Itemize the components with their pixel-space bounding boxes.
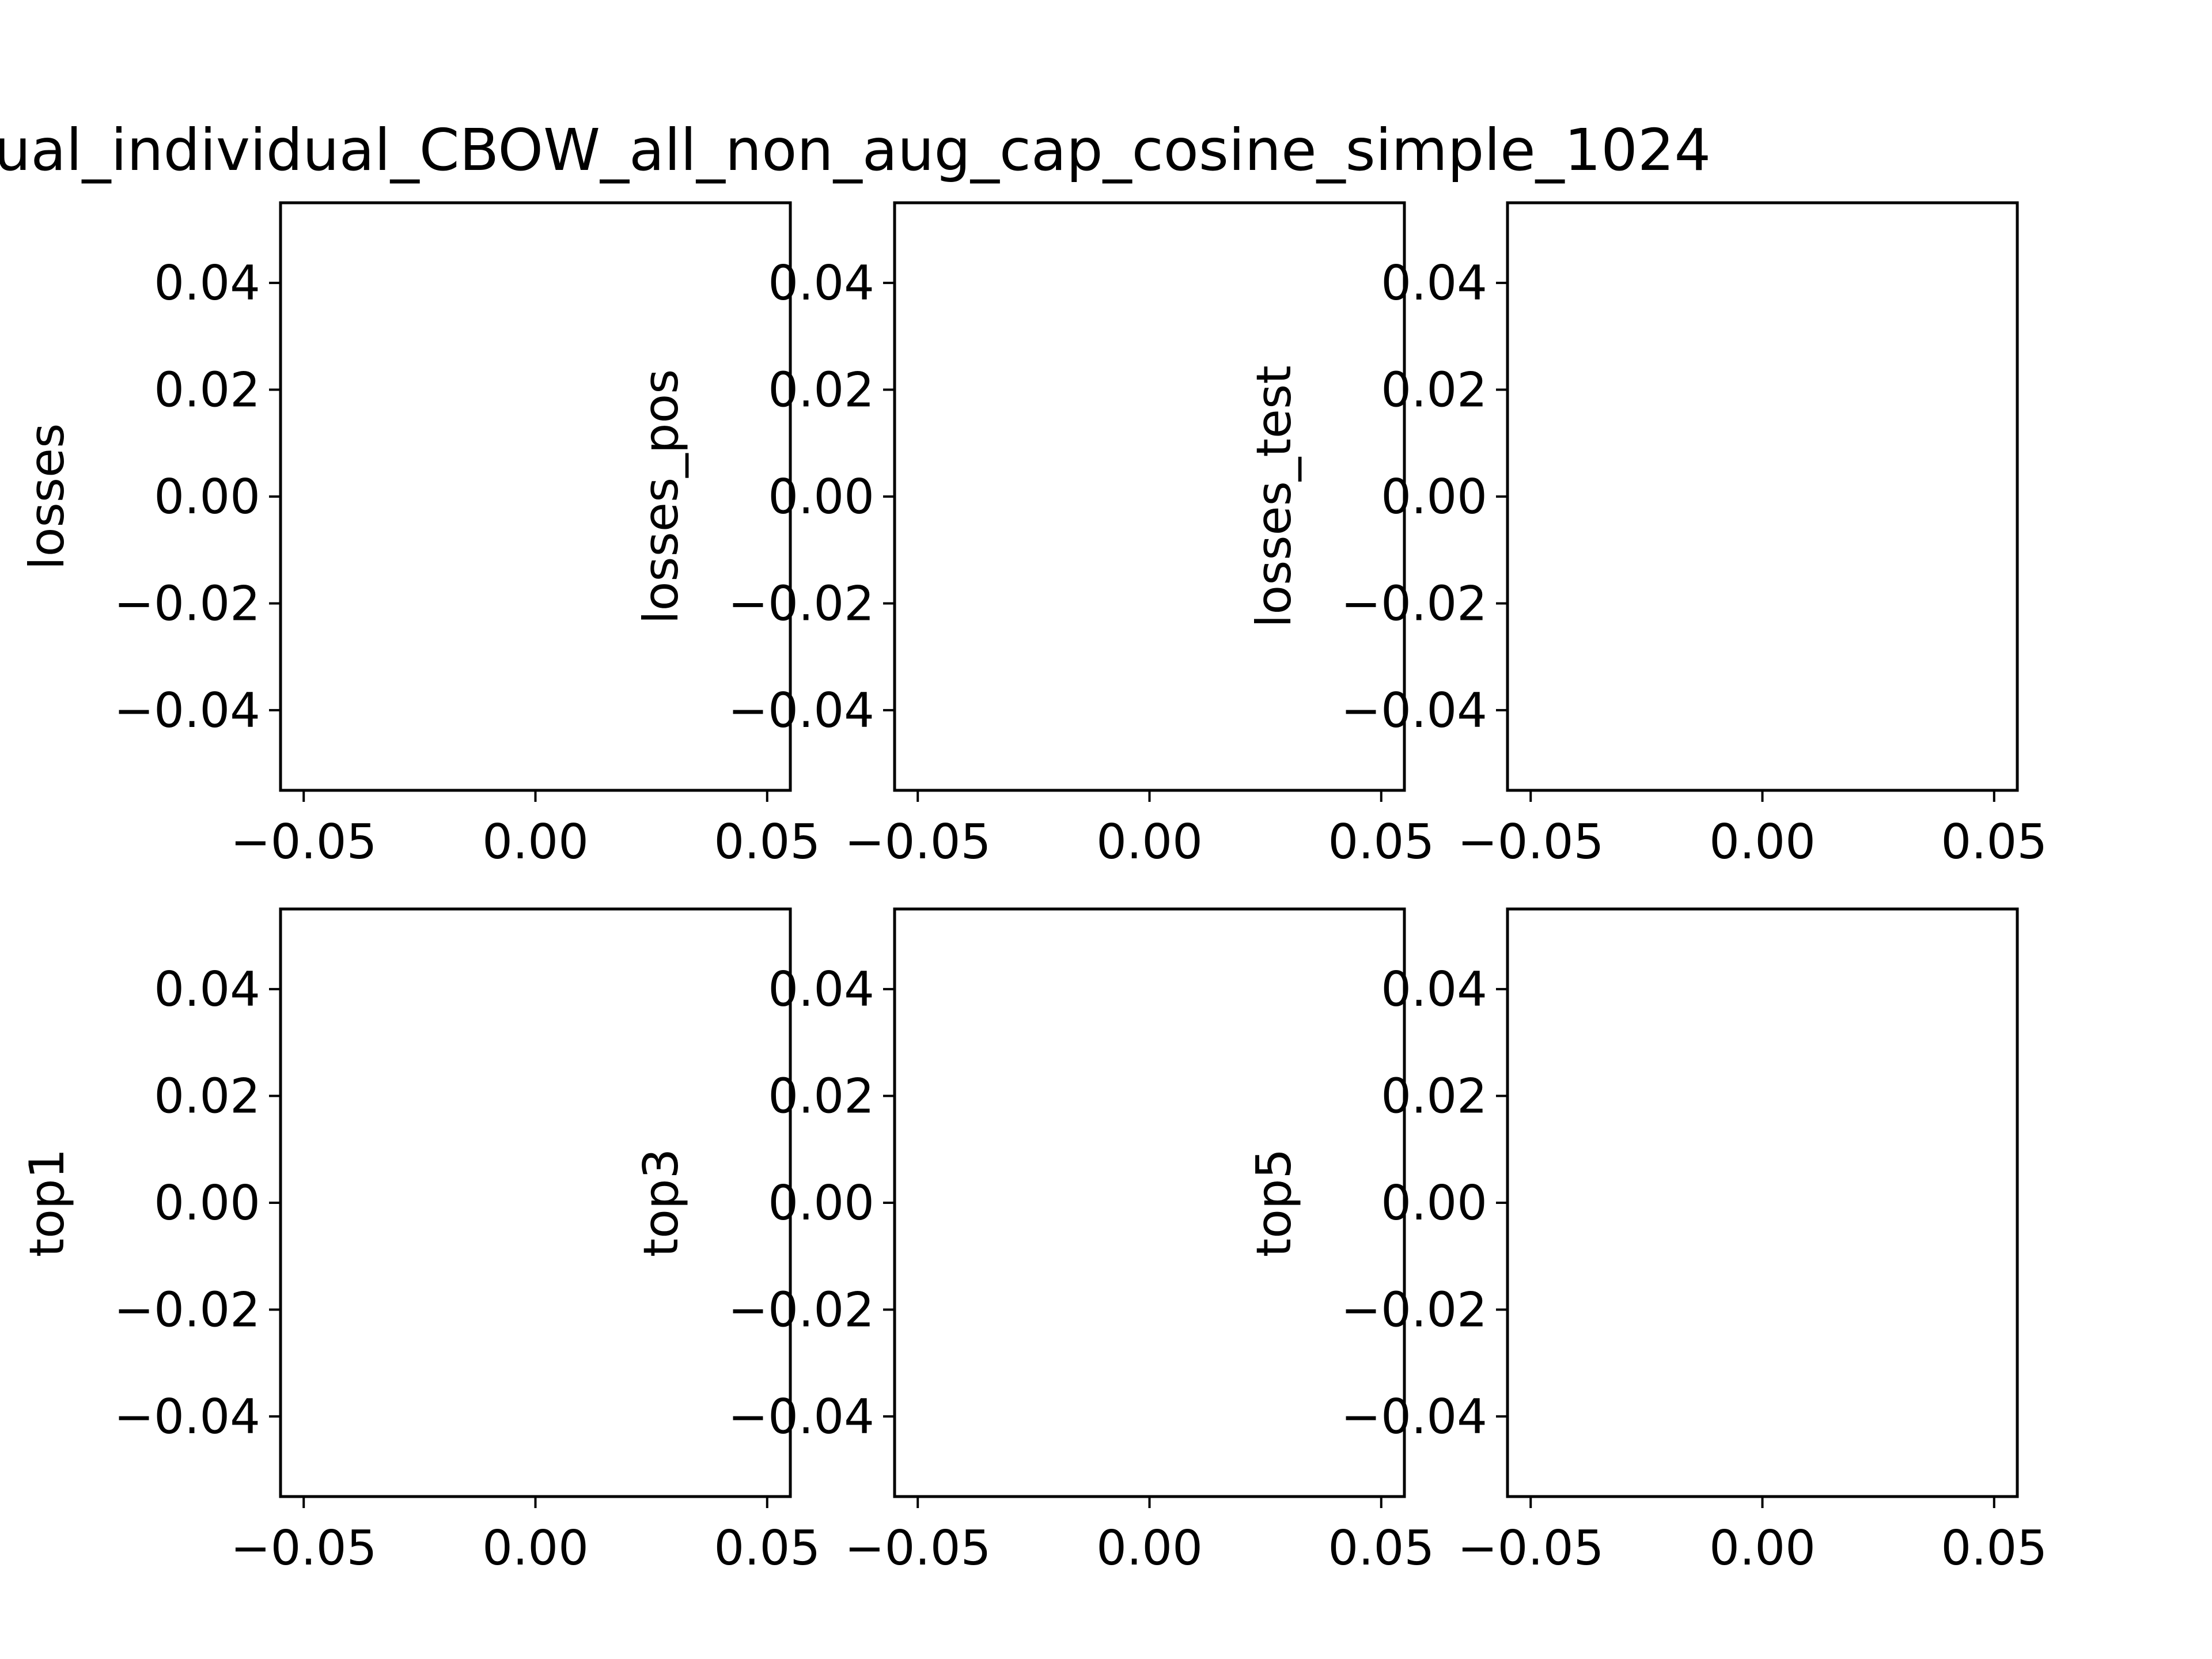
x-tick-label: 0.00 — [1709, 814, 1816, 870]
x-tick-label: 0.05 — [714, 1520, 820, 1576]
x-tick-label: 0.05 — [714, 814, 820, 870]
y-tick-label: 0.04 — [768, 961, 874, 1017]
y-tick-label: 0.02 — [154, 362, 260, 418]
x-tick-label: 0.05 — [1328, 1520, 1434, 1576]
y-tick-label: 0.02 — [154, 1069, 260, 1124]
y-tick-label: −0.02 — [728, 1282, 874, 1338]
y-tick-label: −0.04 — [114, 683, 260, 738]
axes-frame — [1506, 907, 2019, 1498]
y-tick-label: −0.02 — [114, 1282, 260, 1338]
subplots-group: 0.04 0.02 0.00 −0.02 −0.04 −0.05 0.00 0.05 losse… — [19, 201, 2047, 1576]
x-tick-label: −0.05 — [1457, 814, 1604, 870]
y-tick-label: 0.00 — [768, 1175, 874, 1231]
x-tick-label: 0.00 — [1096, 1520, 1203, 1576]
y-tick-label: 0.00 — [1381, 1175, 1487, 1231]
y-tick-label: −0.04 — [1341, 683, 1487, 738]
y-tick-label: 0.02 — [768, 362, 874, 418]
y-tick-label: −0.04 — [114, 1389, 260, 1445]
x-tick-label: −0.05 — [844, 814, 991, 870]
x-tick-label: −0.05 — [1457, 1520, 1604, 1576]
y-tick-label: 0.04 — [1381, 255, 1487, 311]
y-tick-label: −0.02 — [1341, 1282, 1487, 1338]
x-tick-label: 0.05 — [1941, 814, 2047, 870]
x-tick-label: 0.00 — [482, 814, 589, 870]
subplot-4: 0.04 0.02 0.00 −0.02 −0.04 −0.05 0.00 0.05 top1 — [19, 907, 820, 1576]
figure-title: ual_individual_CBOW_all_non_aug_cap_cosi… — [0, 116, 1711, 184]
y-tick-label: −0.04 — [728, 1389, 874, 1445]
axes-frame — [893, 201, 1406, 792]
x-tick-label: −0.05 — [844, 1520, 991, 1576]
x-tick-label: 0.00 — [1096, 814, 1203, 870]
y-tick-label: 0.02 — [1381, 362, 1487, 418]
y-tick-label: 0.02 — [1381, 1069, 1487, 1124]
subplot-3: 0.04 0.02 0.00 −0.02 −0.04 −0.05 0.00 0.05 losse… — [1246, 201, 2047, 870]
y-axis-label: losses — [19, 423, 75, 570]
y-tick-label: 0.00 — [154, 1175, 260, 1231]
x-tick-label: 0.00 — [482, 1520, 589, 1576]
y-tick-label: 0.00 — [1381, 469, 1487, 525]
subplot-2: 0.04 0.02 0.00 −0.02 −0.04 −0.05 0.00 0.05 losse… — [633, 201, 1434, 870]
y-axis-label: top3 — [633, 1149, 689, 1257]
y-tick-label: 0.04 — [154, 961, 260, 1017]
y-tick-label: −0.02 — [728, 575, 874, 631]
y-tick-label: −0.04 — [1341, 1389, 1487, 1445]
y-tick-label: 0.04 — [768, 255, 874, 311]
x-tick-label: 0.00 — [1709, 1520, 1816, 1576]
x-tick-label: −0.05 — [230, 814, 377, 870]
subplot-5: 0.04 0.02 0.00 −0.02 −0.04 −0.05 0.00 0.05 top3 — [633, 907, 1434, 1576]
y-axis-label: losses_test — [1246, 365, 1302, 628]
y-tick-label: 0.04 — [154, 255, 260, 311]
axes-frame — [279, 907, 792, 1498]
y-tick-label: 0.04 — [1381, 961, 1487, 1017]
y-axis-label: losses_pos — [633, 369, 689, 624]
x-tick-label: −0.05 — [230, 1520, 377, 1576]
y-tick-label: −0.02 — [114, 575, 260, 631]
axes-frame — [1506, 201, 2019, 792]
subplot-1: 0.04 0.02 0.00 −0.02 −0.04 −0.05 0.00 0.05 losse… — [19, 201, 820, 870]
y-axis-label: top1 — [19, 1149, 75, 1257]
axes-frame — [279, 201, 792, 792]
y-tick-label: 0.02 — [768, 1069, 874, 1124]
y-tick-label: 0.00 — [768, 469, 874, 525]
y-axis-label: top5 — [1246, 1149, 1302, 1257]
y-tick-label: −0.02 — [1341, 575, 1487, 631]
y-tick-label: 0.00 — [154, 469, 260, 525]
y-tick-label: −0.04 — [728, 683, 874, 738]
x-tick-label: 0.05 — [1328, 814, 1434, 870]
x-tick-label: 0.05 — [1941, 1520, 2047, 1576]
axes-frame — [893, 907, 1406, 1498]
subplot-6: 0.04 0.02 0.00 −0.02 −0.04 −0.05 0.00 0.05 top5 — [1246, 907, 2047, 1576]
